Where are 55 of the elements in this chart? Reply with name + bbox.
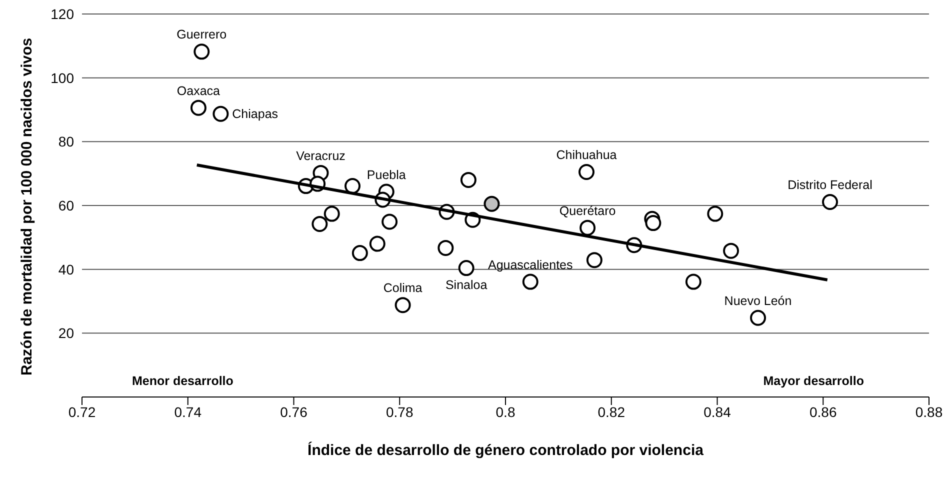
point <box>212 106 229 122</box>
point <box>460 172 476 188</box>
annotation: Mayor desarrollo <box>763 374 864 388</box>
point <box>484 196 500 212</box>
point <box>344 178 361 194</box>
point <box>438 240 454 256</box>
point <box>822 194 838 210</box>
x-tick-label: 0.78 <box>386 404 414 420</box>
x-tick-label: 0.82 <box>598 404 626 420</box>
point <box>522 274 538 290</box>
annotation: Sinaloa <box>445 278 488 292</box>
point <box>723 242 740 259</box>
point <box>707 206 724 222</box>
annotation: Puebla <box>366 168 406 182</box>
point <box>750 310 766 326</box>
point <box>578 164 594 180</box>
point <box>586 252 602 268</box>
point <box>324 206 340 222</box>
y-axis-title: Razón de mortalidad por 100 000 nacidos vivos <box>18 38 36 376</box>
point <box>312 216 328 232</box>
y-tick-label: 40 <box>58 261 74 278</box>
y-tick-label: 120 <box>50 6 74 22</box>
x-tick-label: 0.74 <box>174 404 202 420</box>
annotation: Colima <box>383 281 422 296</box>
point <box>458 260 474 276</box>
point <box>685 274 702 290</box>
point <box>382 214 398 230</box>
annotation: Veracruz <box>296 148 346 163</box>
y-tick-label: 100 <box>50 70 74 86</box>
x-tick-label: 0.84 <box>704 404 732 420</box>
x-axis-title: Índice de desarrollo de género controlado por violencia <box>308 441 704 459</box>
annotation: Menor desarrollo <box>132 374 234 388</box>
annotation: Distrito Federal <box>788 178 872 192</box>
x-tick-label: 0.72 <box>68 404 96 420</box>
x-tick-label: 0.8 <box>496 404 516 420</box>
point <box>645 215 662 232</box>
annotation: Oaxaca <box>176 84 220 98</box>
annotation: Chihuahua <box>556 148 617 162</box>
annotation: Querétaro <box>559 204 616 218</box>
y-tick-label: 20 <box>58 325 74 342</box>
annotation: Guerrero <box>176 28 227 42</box>
annotation: Chiapas <box>232 106 278 121</box>
point <box>369 236 386 252</box>
annotation: Nuevo León <box>724 294 792 308</box>
point <box>194 44 210 60</box>
y-tick-label: 60 <box>58 197 74 214</box>
point <box>394 297 411 314</box>
point <box>352 245 368 262</box>
point <box>190 100 206 116</box>
point <box>580 220 596 236</box>
x-tick-label: 0.86 <box>810 404 837 420</box>
annotation: Aguascalientes <box>488 258 573 272</box>
y-tick-label: 80 <box>58 134 74 150</box>
x-tick-label: 0.76 <box>280 404 308 420</box>
x-tick-label: 0.88 <box>915 404 943 420</box>
